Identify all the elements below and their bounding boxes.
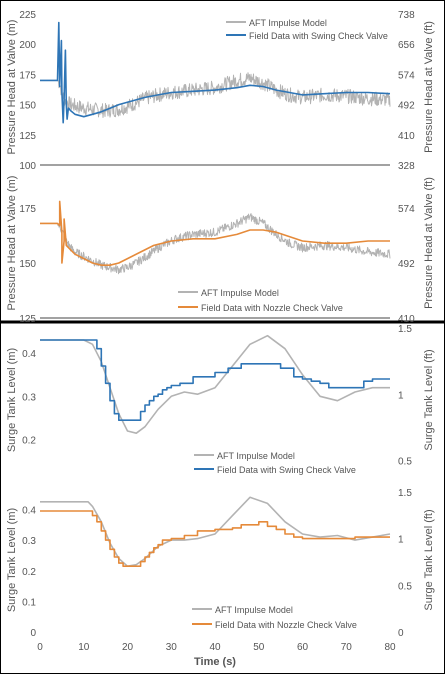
legend: AFT Impulse Model Field Data with Nozzle… bbox=[178, 288, 343, 313]
left-tick-label: 0.4 bbox=[22, 349, 36, 360]
right-tick-label: 1 bbox=[398, 390, 404, 401]
left-axis-label: Surge Tank Level (m) bbox=[6, 508, 18, 612]
series-line-field bbox=[40, 21, 391, 124]
x-axis-label: Time (s) bbox=[194, 656, 236, 668]
x-tick-label: 80 bbox=[384, 642, 396, 653]
right-axis-label: Pressure Head at Valve (ft) bbox=[423, 177, 435, 309]
series-line-model bbox=[40, 334, 390, 434]
legend-entry-model: AFT Impulse Model bbox=[249, 18, 327, 28]
x-tick-label: 50 bbox=[253, 642, 265, 653]
x-tick-label: 40 bbox=[209, 642, 221, 653]
right-tick-label: 1.5 bbox=[398, 324, 412, 335]
left-tick-label: 150 bbox=[19, 101, 36, 112]
x-tick-label: 0 bbox=[37, 642, 43, 653]
right-tick-label: 656 bbox=[398, 40, 415, 51]
left-tick-label: 225 bbox=[19, 10, 36, 21]
left-axis-label: Pressure Head at Valve (m) bbox=[6, 176, 18, 311]
right-axis-label: Surge Tank Level (ft) bbox=[423, 349, 435, 450]
series-line-field bbox=[40, 200, 390, 266]
left-tick-label: 0.3 bbox=[22, 536, 36, 547]
right-tick-label: 0 bbox=[398, 628, 404, 639]
right-tick-label: 1 bbox=[398, 535, 404, 546]
right-tick-label: 328 bbox=[398, 161, 415, 172]
left-axis-label: Pressure Head at Valve (m) bbox=[6, 20, 18, 155]
series-line-field bbox=[40, 510, 390, 567]
x-tick-label: 20 bbox=[122, 642, 134, 653]
right-tick-label: 410 bbox=[398, 131, 415, 142]
x-tick-label: 70 bbox=[341, 642, 353, 653]
legend-entry-field: Field Data with Swing Check Valve bbox=[217, 465, 356, 475]
series-line-model bbox=[40, 72, 391, 118]
left-tick-label: 0.3 bbox=[22, 392, 36, 403]
pressure-head-swing-chart: Pressure Head at Valve (m) Pressure Head… bbox=[6, 10, 435, 172]
right-tick-label: 574 bbox=[398, 204, 415, 215]
legend-entry-model: AFT Impulse Model bbox=[215, 605, 293, 615]
left-tick-label: 0.2 bbox=[22, 567, 36, 578]
right-axis-label: Pressure Head at Valve (ft) bbox=[423, 21, 435, 153]
left-tick-label: 100 bbox=[19, 161, 36, 172]
legend-entry-field: Field Data with Nozzle Check Valve bbox=[215, 620, 357, 630]
legend-entry-field: Field Data with Nozzle Check Valve bbox=[201, 303, 343, 313]
right-tick-label: 738 bbox=[398, 10, 415, 21]
left-tick-label: 0 bbox=[30, 628, 36, 639]
legend: AFT Impulse Model Field Data with Swing … bbox=[226, 18, 388, 41]
legend: AFT Impulse Model Field Data with Nozzle… bbox=[192, 605, 357, 630]
left-axis-label: Surge Tank Level (m) bbox=[6, 348, 18, 452]
right-tick-label: 410 bbox=[398, 314, 415, 325]
left-tick-label: 0.1 bbox=[22, 597, 36, 608]
left-tick-label: 150 bbox=[19, 259, 36, 270]
left-tick-label: 0.4 bbox=[22, 506, 36, 517]
surge-tank-nozzle-chart: Surge Tank Level (m) Surge Tank Level (f… bbox=[6, 488, 435, 639]
surge-tank-swing-chart: Surge Tank Level (m) Surge Tank Level (f… bbox=[6, 324, 435, 475]
legend: AFT Impulse Model Field Data with Swing … bbox=[194, 451, 356, 475]
right-tick-label: 492 bbox=[398, 259, 415, 270]
left-tick-label: 0.2 bbox=[22, 436, 36, 447]
series-line-model bbox=[40, 496, 391, 567]
right-tick-label: 1.5 bbox=[398, 488, 412, 499]
x-tick-label: 10 bbox=[78, 642, 90, 653]
left-tick-label: 175 bbox=[19, 204, 36, 215]
right-axis-label: Surge Tank Level (ft) bbox=[423, 509, 435, 610]
left-tick-label: 125 bbox=[19, 314, 36, 325]
left-tick-label: 200 bbox=[19, 40, 36, 51]
right-tick-label: 0.5 bbox=[398, 456, 412, 467]
right-tick-label: 574 bbox=[398, 70, 415, 81]
x-tick-label: 60 bbox=[297, 642, 309, 653]
series-line-field bbox=[40, 339, 390, 421]
legend-entry-model: AFT Impulse Model bbox=[201, 288, 279, 298]
left-tick-label: 125 bbox=[19, 131, 36, 142]
right-tick-label: 0.5 bbox=[398, 581, 412, 592]
x-tick-label: 30 bbox=[166, 642, 178, 653]
left-tick-label: 175 bbox=[19, 70, 36, 81]
right-tick-label: 492 bbox=[398, 101, 415, 112]
legend-entry-model: AFT Impulse Model bbox=[217, 451, 295, 461]
pressure-head-nozzle-chart: Pressure Head at Valve (m) Pressure Head… bbox=[6, 176, 435, 325]
legend-entry-field: Field Data with Swing Check Valve bbox=[249, 31, 388, 41]
time-axis: 0 10 20 30 40 50 60 70 80 bbox=[37, 642, 396, 653]
